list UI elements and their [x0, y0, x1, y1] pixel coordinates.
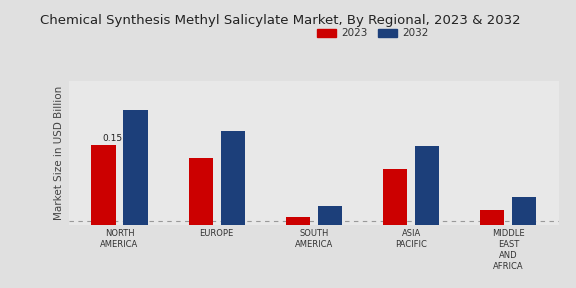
Bar [512, 197, 536, 225]
Legend: 2023, 2032: 2023, 2032 [314, 25, 431, 42]
Bar [92, 145, 116, 225]
Bar [383, 169, 407, 225]
Bar [480, 210, 505, 225]
Y-axis label: Market Size in USD Billion: Market Size in USD Billion [54, 86, 63, 220]
Bar [415, 146, 439, 225]
Bar [286, 217, 310, 225]
Bar [188, 158, 213, 225]
Bar [318, 206, 342, 225]
Text: 0.15: 0.15 [103, 134, 123, 143]
Text: Chemical Synthesis Methyl Salicylate Market, By Regional, 2023 & 2032: Chemical Synthesis Methyl Salicylate Mar… [40, 14, 521, 27]
Bar [221, 131, 245, 225]
Bar [123, 110, 147, 225]
